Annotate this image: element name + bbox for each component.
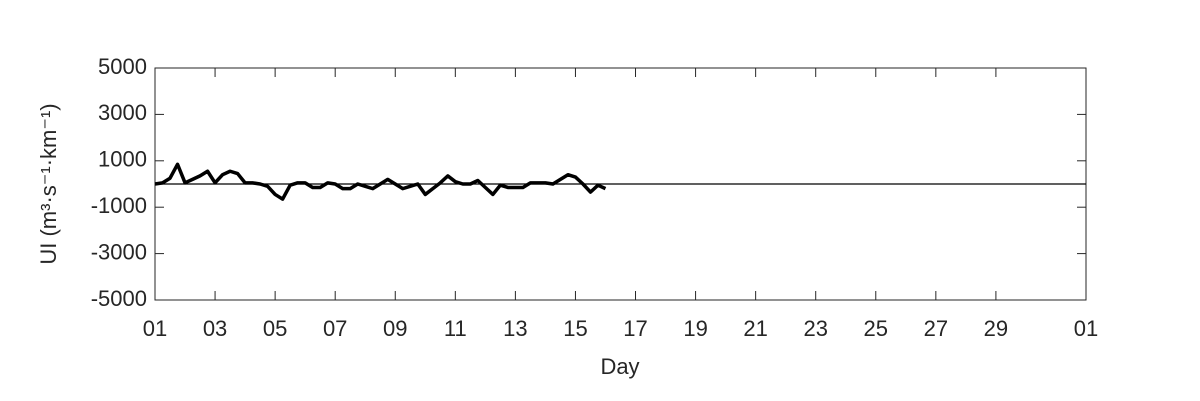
y-tick-label: -1000 xyxy=(91,193,147,218)
x-tick-label: 15 xyxy=(563,316,587,341)
x-tick-label: 09 xyxy=(383,316,407,341)
y-axis-label: UI (m³·s⁻¹·km⁻¹) xyxy=(36,103,61,264)
x-tick-label: 07 xyxy=(323,316,347,341)
x-tick-label: 25 xyxy=(864,316,888,341)
x-tick-label: 13 xyxy=(503,316,527,341)
x-tick-label: 21 xyxy=(743,316,767,341)
x-tick-label: 17 xyxy=(623,316,647,341)
y-tick-label: -3000 xyxy=(91,239,147,264)
y-tick-label: 1000 xyxy=(98,147,147,172)
x-tick-label: 03 xyxy=(203,316,227,341)
x-axis-label: Day xyxy=(600,354,639,379)
x-tick-label: 01 xyxy=(143,316,167,341)
x-tick-label: 29 xyxy=(984,316,1008,341)
y-tick-label: 5000 xyxy=(98,54,147,79)
x-tick-label: 11 xyxy=(444,316,467,341)
x-tick-label: 01 xyxy=(1074,316,1098,341)
x-tick-label: 27 xyxy=(924,316,948,341)
x-tick-label: 23 xyxy=(803,316,827,341)
x-tick-label: 05 xyxy=(263,316,287,341)
data-line xyxy=(154,162,607,201)
x-tick-label: 19 xyxy=(683,316,707,341)
y-tick-label: 3000 xyxy=(98,100,147,125)
y-tick-label: -5000 xyxy=(91,286,147,311)
